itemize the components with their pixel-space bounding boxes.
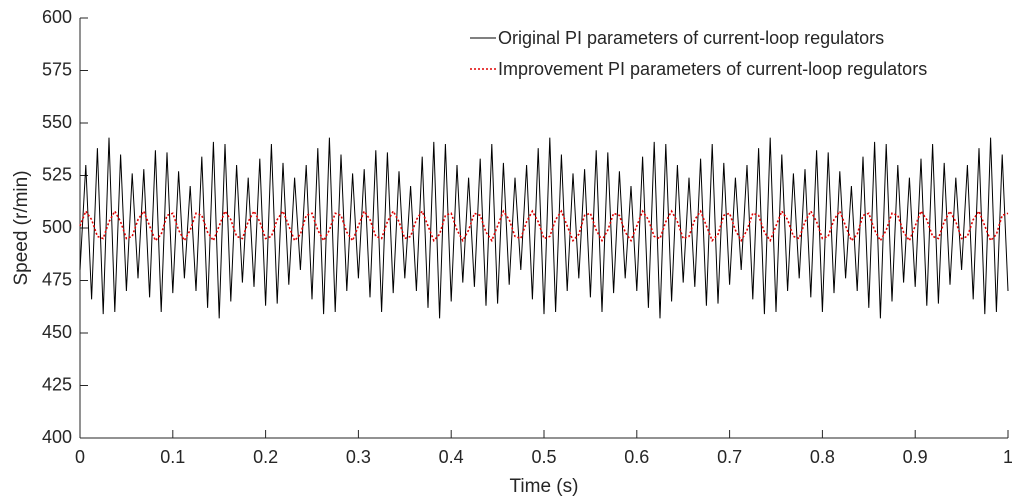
series-line xyxy=(79,209,1009,243)
x-tick-label: 0.7 xyxy=(717,447,742,467)
y-tick-label: 475 xyxy=(42,269,72,289)
y-tick-label: 400 xyxy=(42,427,72,447)
x-tick-label: 0 xyxy=(75,447,85,467)
y-tick-label: 525 xyxy=(42,164,72,184)
x-tick-label: 1 xyxy=(1003,447,1012,467)
x-tick-label: 0.9 xyxy=(903,447,928,467)
y-tick-label: 425 xyxy=(42,374,72,394)
y-tick-label: 575 xyxy=(42,59,72,79)
x-tick-label: 0.3 xyxy=(346,447,371,467)
x-tick-label: 0.2 xyxy=(253,447,278,467)
y-tick-label: 500 xyxy=(42,217,72,237)
x-tick-label: 0.8 xyxy=(810,447,835,467)
x-tick-label: 0.4 xyxy=(439,447,464,467)
legend-label: Original PI parameters of current-loop r… xyxy=(498,28,884,48)
x-tick-label: 0.6 xyxy=(624,447,649,467)
x-axis-label: Time (s) xyxy=(510,476,579,497)
y-tick-label: 600 xyxy=(42,7,72,27)
legend-label: Improvement PI parameters of current-loo… xyxy=(498,59,927,79)
y-tick-label: 450 xyxy=(42,322,72,342)
x-tick-label: 0.1 xyxy=(160,447,185,467)
x-tick-label: 0.5 xyxy=(531,447,556,467)
y-tick-label: 550 xyxy=(42,112,72,132)
y-axis-label: Speed (r/min) xyxy=(11,170,32,285)
series-line xyxy=(79,137,1009,319)
